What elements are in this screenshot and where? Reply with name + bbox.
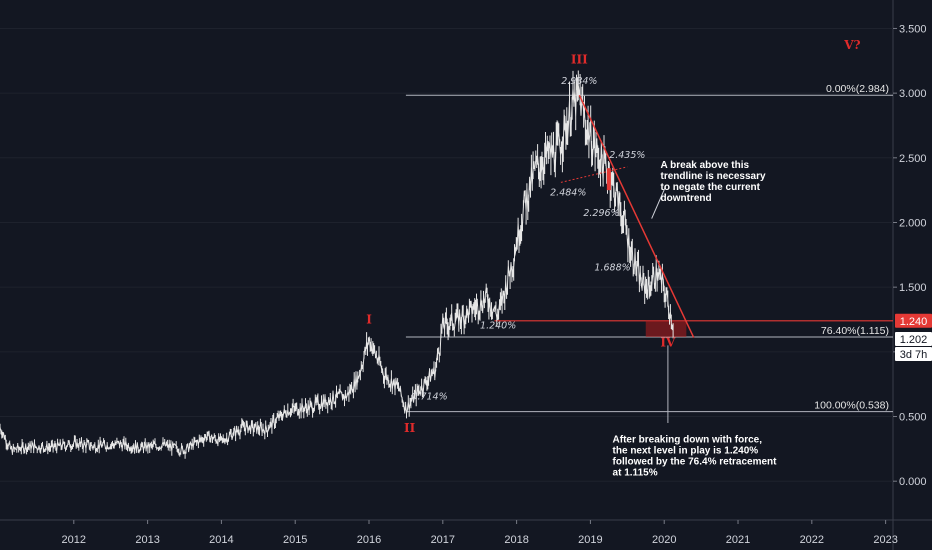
x-tick-label: 2023 [873,534,897,546]
price-tag-label: 1.202 [900,334,928,346]
level-annotation: 1.240% [480,321,516,332]
level-annotation: 2.296% [583,208,619,219]
dotted-trendline [560,166,628,183]
y-tick-label: 3.000 [899,88,927,100]
x-tick-label: 2020 [652,534,676,546]
price-tag [895,313,932,328]
note-text: A break above this trendline is necessary… [661,160,766,204]
note-line: trendline is necessary [661,171,766,182]
price-bars [0,70,674,459]
note-pointer [651,186,667,219]
level-annotation: 2.984% [561,76,597,87]
wave-label: II [404,421,416,435]
x-tick-label: 2015 [283,534,307,546]
price-series [0,70,674,459]
price-tag-label: 1.240 [900,316,928,328]
fib-level-label: 0.00%(2.984) [826,83,889,95]
note-text: After breaking down with force, the next … [613,434,778,478]
note-line: After breaking down with force, [613,434,763,445]
x-tick-label: 2022 [800,534,824,546]
target-zone [645,320,687,337]
zones [645,320,687,423]
price-tag [895,331,932,346]
countdown-tag [895,346,932,361]
y-tick-label: 0.500 [899,412,927,424]
wave-label: V? [843,38,860,52]
note-line: at 1.115% [613,467,658,478]
x-tick-label: 2018 [504,534,528,546]
x-tick-label: 2012 [62,534,86,546]
note-line: A break above this [661,160,750,171]
countdown-label: 3d 7h [900,349,928,361]
fib-levels: 0.00%(2.984) 76.40%(1.115) 100.00%(0.538) [405,83,893,413]
drawings [560,94,695,338]
price-axis-tags: 1.240 1.202 3d 7h [895,313,932,361]
y-tick-label: 3.500 [899,23,927,35]
note-line: to negate the current [661,182,761,193]
fib-level-label: 100.00%(0.538) [814,400,889,412]
y-tick-label: 0.000 [899,476,927,488]
y-tick-label: 1.500 [899,282,927,294]
red-candle [606,168,611,191]
wave-label: I [366,312,372,326]
x-tick-label: 2014 [209,534,233,546]
x-tick-label: 2017 [431,534,455,546]
time-axis[interactable]: 2012 2013 2014 2015 2016 2017 2018 2019 2020 2021… [62,520,898,546]
note-line: downtrend [661,193,712,204]
y-tick-label: 2.000 [899,217,927,229]
level-annotation: 1.688% [594,262,630,273]
note-line: the next level in play is 1.240% [613,445,759,456]
note-line: followed by the 76.4% retracement [613,456,778,467]
wave-label: III [571,52,588,66]
level-annotation: 2.484% [550,187,586,198]
level-annotation: 0.714% [411,392,447,403]
wave-label: IV [660,336,676,350]
text-labels: 2.984% 2.435% 2.484% 2.296% 1.688% 1.240% 0.71… [366,38,860,478]
x-tick-label: 2021 [726,534,750,546]
y-tick-label: 2.500 [899,153,927,165]
x-tick-label: 2013 [135,534,159,546]
x-tick-label: 2016 [357,534,381,546]
x-tick-label: 2019 [578,534,602,546]
level-annotation: 2.435% [609,150,645,161]
downtrend-line [578,94,695,338]
fib-level-label: 76.40%(1.115) [821,325,889,337]
